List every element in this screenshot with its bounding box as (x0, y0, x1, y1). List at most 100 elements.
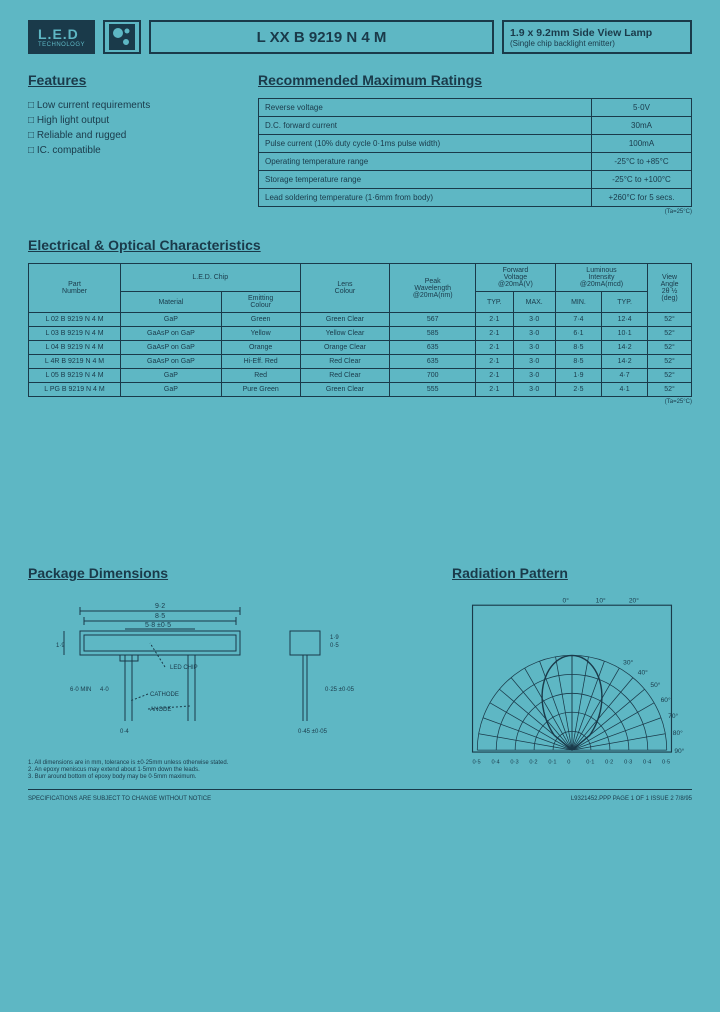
elec-row: L 05 B 9219 N 4 MGaPRedRed Clear7002·13·… (29, 369, 692, 383)
elec-cell: Orange (221, 341, 300, 355)
elec-row: L PG B 9219 N 4 MGaPPure GreenGreen Clea… (29, 383, 692, 397)
elec-cell: Red Clear (300, 369, 390, 383)
svg-text:0·4: 0·4 (643, 759, 651, 765)
svg-text:4·0: 4·0 (100, 687, 109, 693)
elec-cell: GaAsP on GaP (121, 327, 222, 341)
product-subtitle: (Single chip backlight emitter) (510, 39, 684, 48)
elec-cell: 2·1 (476, 355, 514, 369)
elec-row: L 4R B 9219 N 4 MGaAsP on GaPHi-Eff. Red… (29, 355, 692, 369)
elec-cell: 7·4 (555, 313, 601, 327)
electrical-title: Electrical & Optical Characteristics (28, 237, 692, 253)
elec-cell: 10·1 (602, 327, 648, 341)
logo-sub: TECHNOLOGY (38, 42, 85, 48)
ratings-cell: Lead soldering temperature (1·6mm from b… (259, 189, 592, 207)
elec-cell: L 03 B 9219 N 4 M (29, 327, 121, 341)
elec-cell: 2·1 (476, 383, 514, 397)
elec-cell: 4·1 (602, 383, 648, 397)
elec-cell: 52° (648, 341, 692, 355)
logo-text: L.E.D (38, 26, 85, 42)
elec-cell: 3·0 (513, 383, 555, 397)
svg-text:90°: 90° (674, 747, 684, 755)
svg-text:60°: 60° (661, 696, 671, 704)
elec-cell: 567 (390, 313, 476, 327)
ratings-row: Lead soldering temperature (1·6mm from b… (259, 189, 692, 207)
top-section: Features Low current requirementsHigh li… (28, 72, 692, 215)
svg-text:0·3: 0·3 (510, 759, 518, 765)
svg-text:5·8 ±0·5: 5·8 ±0·5 (145, 622, 171, 629)
elec-cell: Pure Green (221, 383, 300, 397)
svg-text:1·9: 1·9 (330, 635, 339, 641)
bottom-section: Package Dimensions 9·2 8·5 (28, 565, 692, 790)
package-diagram: 9·2 8·5 5·8 ±0·5 1·9 6·0 MIN 4·0 0·4 LED… (28, 591, 432, 751)
svg-text:30°: 30° (623, 658, 633, 666)
electrical-table: PartNumber L.E.D. Chip LensColour PeakWa… (28, 263, 692, 397)
svg-text:0·1: 0·1 (586, 759, 594, 765)
elec-cell: Hi-Eff. Red (221, 355, 300, 369)
features-block: Features Low current requirementsHigh li… (28, 72, 228, 215)
elec-cell: 2·5 (555, 383, 601, 397)
feature-item: Reliable and rugged (28, 128, 228, 143)
svg-text:CATHODE: CATHODE (150, 692, 179, 698)
elec-row: L 02 B 9219 N 4 MGaPGreenGreen Clear5672… (29, 313, 692, 327)
ratings-cell: 30mA (592, 117, 692, 135)
elec-cell: GaP (121, 313, 222, 327)
elec-cell: 52° (648, 369, 692, 383)
feature-item: IC. compatible (28, 143, 228, 158)
ratings-cell: Reverse voltage (259, 99, 592, 117)
elec-cell: 2·1 (476, 369, 514, 383)
svg-text:20°: 20° (629, 596, 639, 604)
features-list: Low current requirementsHigh light outpu… (28, 98, 228, 158)
package-title: Package Dimensions (28, 565, 432, 581)
product-title: 1.9 x 9.2mm Side View Lamp (510, 27, 684, 39)
elec-cell: 52° (648, 327, 692, 341)
elec-cell: Yellow (221, 327, 300, 341)
svg-text:8·5: 8·5 (155, 613, 165, 620)
elec-cell: L 05 B 9219 N 4 M (29, 369, 121, 383)
elec-cell: L 04 B 9219 N 4 M (29, 341, 121, 355)
title-box: 1.9 x 9.2mm Side View Lamp (Single chip … (502, 20, 692, 54)
elec-cell: Red (221, 369, 300, 383)
svg-text:0·45 ±0·05: 0·45 ±0·05 (298, 729, 328, 735)
ratings-cell: 5·0V (592, 99, 692, 117)
page-footer: SPECIFICATIONS ARE SUBJECT TO CHANGE WIT… (28, 796, 692, 802)
elec-row: L 03 B 9219 N 4 MGaAsP on GaPYellowYello… (29, 327, 692, 341)
elec-cell: 14·2 (602, 355, 648, 369)
elec-cell: 3·0 (513, 369, 555, 383)
elec-cell: 12·4 (602, 313, 648, 327)
svg-text:LED CHIP: LED CHIP (170, 665, 198, 671)
ratings-block: Recommended Maximum Ratings Reverse volt… (258, 72, 692, 215)
elec-cell: L PG B 9219 N 4 M (29, 383, 121, 397)
ratings-cell: Pulse current (10% duty cycle 0·1ms puls… (259, 135, 592, 153)
elec-cell: 14·2 (602, 341, 648, 355)
footer-right: L9321452.PPP PAGE 1 OF 1 ISSUE 2 7/8/95 (571, 796, 692, 802)
ratings-cell: Operating temperature range (259, 153, 592, 171)
svg-text:50°: 50° (650, 681, 660, 689)
ratings-cell: +260°C for 5 secs. (592, 189, 692, 207)
elec-cell: 585 (390, 327, 476, 341)
elec-cell: 52° (648, 313, 692, 327)
elec-cell: 6·1 (555, 327, 601, 341)
ratings-row: Operating temperature range-25°C to +85°… (259, 153, 692, 171)
elec-cell: 1·9 (555, 369, 601, 383)
company-icon (103, 20, 141, 54)
elec-cell: Green (221, 313, 300, 327)
svg-text:10°: 10° (596, 596, 606, 604)
ratings-row: Storage temperature range-25°C to +100°C (259, 171, 692, 189)
svg-text:0·3: 0·3 (624, 759, 632, 765)
elec-cell: 635 (390, 341, 476, 355)
elec-cell: GaAsP on GaP (121, 341, 222, 355)
svg-text:0·5: 0·5 (330, 643, 339, 649)
electrical-footnote: (Ta=25°C) (28, 399, 692, 405)
svg-text:0°: 0° (563, 596, 570, 604)
elec-row: L 04 B 9219 N 4 MGaAsP on GaPOrangeOrang… (29, 341, 692, 355)
electrical-block: Electrical & Optical Characteristics Par… (28, 237, 692, 405)
svg-text:0·2: 0·2 (605, 759, 613, 765)
elec-cell: 3·0 (513, 327, 555, 341)
svg-text:40°: 40° (638, 669, 648, 677)
radiation-block: Radiation Pattern 0°10°20°30°40°50°60°70… (452, 565, 692, 774)
ratings-footnote: (Ta=25°C) (258, 209, 692, 215)
elec-cell: 635 (390, 355, 476, 369)
elec-cell: L 4R B 9219 N 4 M (29, 355, 121, 369)
ratings-table: Reverse voltage5·0VD.C. forward current3… (258, 98, 692, 207)
feature-item: High light output (28, 113, 228, 128)
